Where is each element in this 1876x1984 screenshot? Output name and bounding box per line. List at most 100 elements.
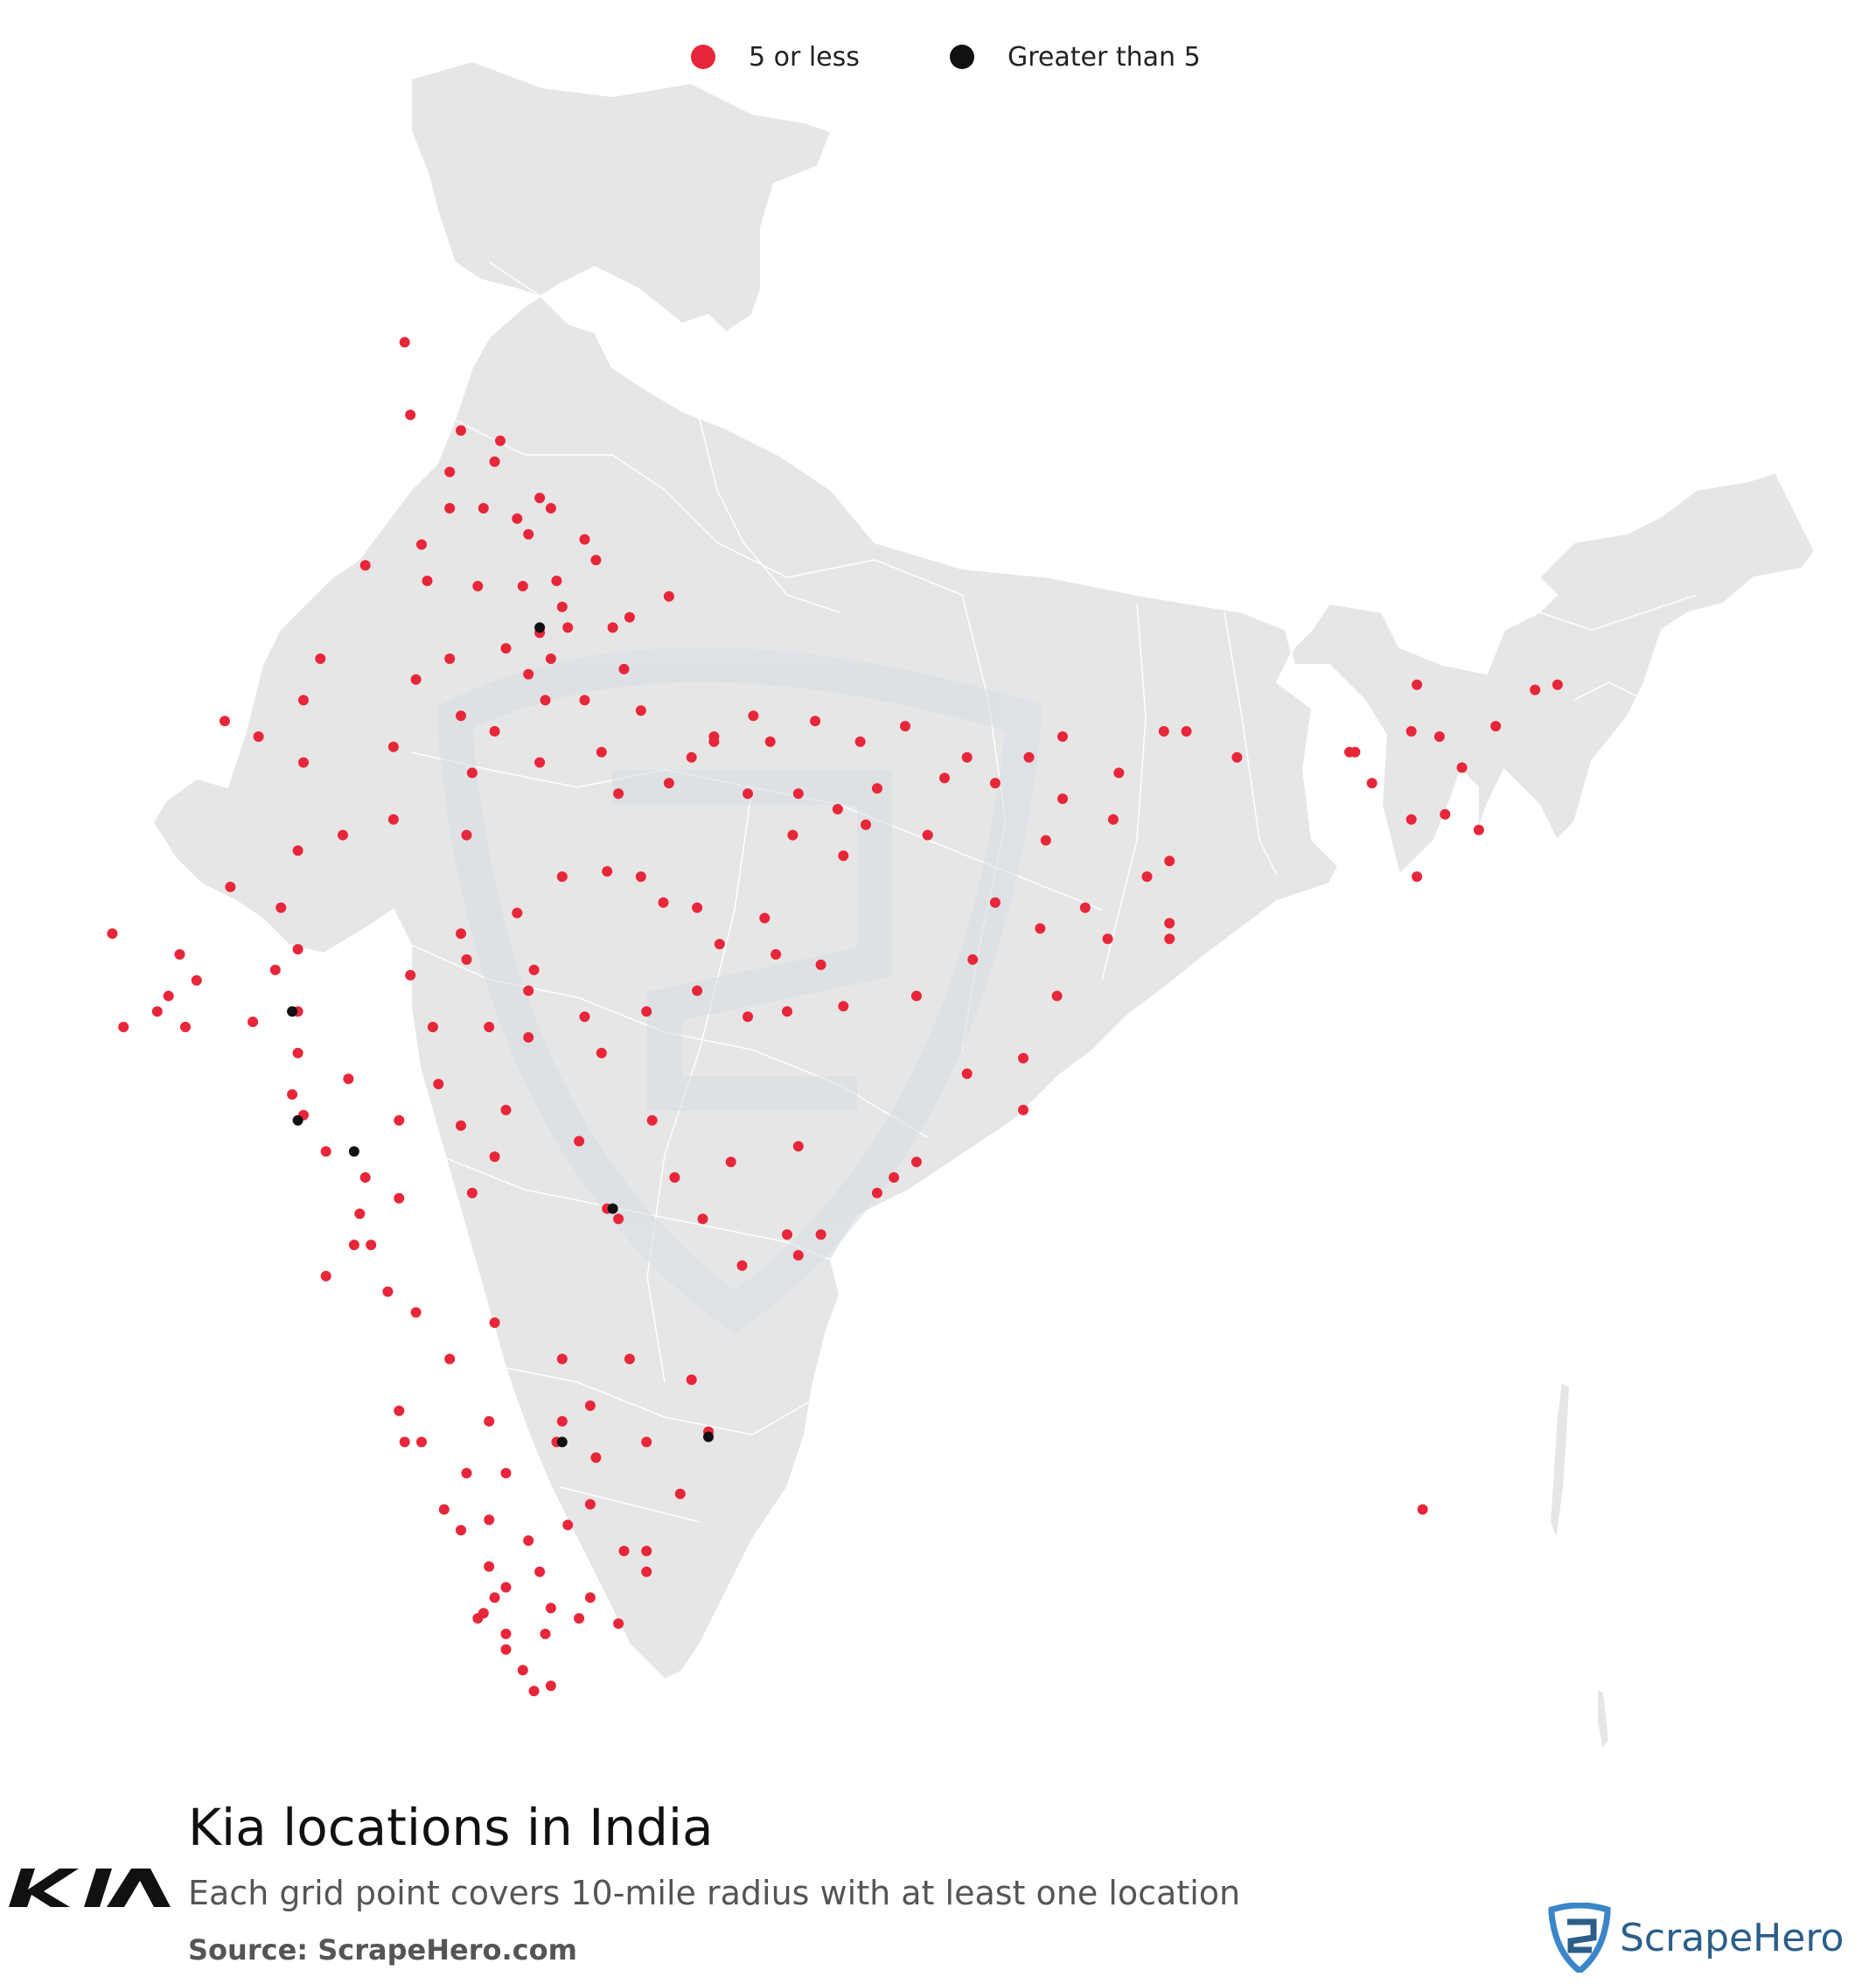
legend-label-large: Greater than 5: [1008, 41, 1201, 73]
location-point-small: [692, 902, 703, 913]
location-point-small: [298, 695, 309, 706]
location-point-small: [528, 1686, 540, 1697]
location-point-small: [1456, 762, 1468, 773]
location-point-small: [191, 975, 202, 986]
red-points: [107, 337, 1563, 1697]
location-point-small: [1141, 871, 1153, 883]
location-point-small: [500, 643, 512, 654]
location-point-small: [545, 503, 556, 513]
location-point-small: [1530, 684, 1541, 695]
location-point-small: [574, 1613, 585, 1624]
location-point-small: [444, 503, 456, 513]
location-point-small: [523, 1535, 534, 1547]
location-point-small: [579, 1011, 590, 1023]
location-point-small: [641, 1436, 652, 1448]
kia-logo-icon: [9, 1869, 171, 1907]
location-point-large: [607, 1203, 618, 1214]
location-point-small: [489, 1151, 500, 1163]
location-point-small: [782, 1229, 792, 1240]
location-point-small: [118, 1022, 129, 1032]
location-point-large: [287, 1006, 298, 1017]
location-point-small: [394, 1114, 405, 1126]
location-point-small: [484, 1514, 495, 1526]
location-point-small: [545, 653, 556, 664]
map-subtitle: Each grid point covers 10-mile radius wi…: [188, 1874, 1241, 1912]
location-point-small: [871, 783, 882, 794]
location-point-small: [1102, 933, 1113, 945]
location-point-small: [1417, 1504, 1428, 1515]
location-point-small: [466, 767, 478, 779]
location-point-small: [163, 990, 174, 1002]
location-point-small: [416, 1436, 427, 1448]
location-point-small: [269, 964, 281, 975]
legend: 5 or less Greater than 5: [0, 35, 1876, 79]
location-point-small: [489, 1592, 500, 1603]
location-point-small: [405, 409, 416, 421]
location-point-small: [500, 1628, 512, 1639]
location-point-small: [764, 736, 776, 747]
legend-item-small: 5 or less: [691, 35, 860, 79]
location-point-small: [562, 1519, 574, 1531]
location-point-small: [635, 871, 646, 883]
location-point-small: [180, 1022, 191, 1032]
location-point-small: [1057, 793, 1068, 805]
location-point-small: [399, 1436, 410, 1448]
location-point-small: [444, 466, 456, 478]
location-point-small: [708, 731, 720, 742]
location-point-small: [967, 954, 979, 965]
location-point-small: [523, 985, 534, 996]
location-point-small: [387, 741, 399, 752]
location-point-small: [489, 726, 500, 737]
location-point-small: [743, 788, 753, 800]
location-point-small: [1018, 1104, 1029, 1115]
location-point-small: [1035, 923, 1046, 934]
red-dot-icon: [691, 45, 715, 69]
location-point-large: [556, 1436, 568, 1448]
location-point-small: [961, 1068, 973, 1079]
location-point-small: [889, 1172, 900, 1183]
location-point-small: [556, 871, 568, 883]
location-point-small: [792, 788, 804, 800]
location-point-small: [641, 1546, 652, 1556]
location-point-small: [1158, 726, 1169, 737]
location-point-small: [1412, 679, 1423, 690]
black-points: [287, 622, 714, 1448]
location-point-small: [1040, 835, 1051, 846]
scrapehero-shield-icon: [1548, 1903, 1611, 1973]
location-point-small: [1113, 767, 1125, 779]
location-point-small: [1057, 731, 1068, 742]
location-point-small: [556, 1415, 568, 1427]
location-point-small: [1412, 871, 1423, 883]
location-point-small: [466, 1187, 478, 1198]
location-point-small: [528, 964, 540, 975]
location-point-small: [1181, 726, 1192, 737]
location-point-small: [394, 1405, 405, 1416]
andaman-islands-shape: [1548, 1380, 1572, 1543]
location-point-small: [292, 845, 303, 856]
location-point-small: [540, 695, 551, 706]
location-point-small: [107, 928, 118, 940]
location-point-small: [534, 757, 546, 768]
location-point-small: [472, 581, 484, 591]
location-point-small: [613, 1213, 624, 1225]
location-point-small: [669, 1172, 680, 1183]
location-point-small: [922, 829, 933, 841]
location-point-small: [343, 1073, 354, 1085]
location-point-small: [663, 778, 674, 789]
location-point-small: [686, 751, 697, 763]
location-point-small: [584, 1400, 596, 1411]
location-point-small: [517, 1665, 528, 1676]
location-point-small: [736, 1260, 748, 1271]
location-point-small: [472, 1613, 484, 1624]
location-point-small: [456, 928, 466, 940]
scrapehero-logo: ScrapeHero: [1548, 1903, 1844, 1973]
location-point-small: [1018, 1052, 1029, 1064]
location-point-small: [782, 1006, 792, 1017]
map-source: Source: ScrapeHero.com: [188, 1933, 577, 1967]
location-point-small: [438, 1504, 450, 1515]
location-point-small: [540, 1628, 551, 1639]
location-point-small: [500, 1104, 512, 1115]
location-point-small: [456, 1525, 466, 1536]
location-point-small: [348, 1240, 359, 1251]
location-point-small: [1107, 814, 1119, 825]
